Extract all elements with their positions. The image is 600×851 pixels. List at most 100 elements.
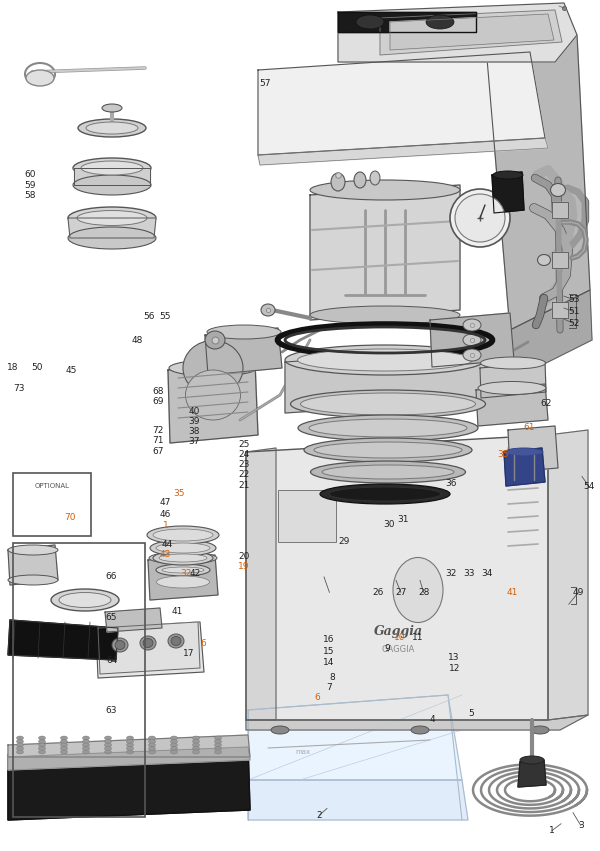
Ellipse shape xyxy=(104,740,112,744)
Ellipse shape xyxy=(127,740,133,744)
Polygon shape xyxy=(205,328,282,375)
Ellipse shape xyxy=(304,438,472,462)
Text: 6: 6 xyxy=(314,694,320,702)
Ellipse shape xyxy=(73,158,151,178)
Ellipse shape xyxy=(59,592,111,608)
Ellipse shape xyxy=(17,743,23,747)
Text: GAGGIA: GAGGIA xyxy=(382,646,415,654)
Ellipse shape xyxy=(127,743,133,747)
Ellipse shape xyxy=(354,172,366,188)
Text: 11: 11 xyxy=(412,633,424,642)
Ellipse shape xyxy=(183,340,243,396)
Ellipse shape xyxy=(170,743,178,747)
Ellipse shape xyxy=(193,750,199,754)
Polygon shape xyxy=(8,745,250,820)
Text: Gaggia: Gaggia xyxy=(373,625,422,638)
Polygon shape xyxy=(285,349,485,413)
Ellipse shape xyxy=(493,171,523,179)
Ellipse shape xyxy=(104,736,112,740)
Ellipse shape xyxy=(115,641,125,649)
Ellipse shape xyxy=(77,210,147,226)
Ellipse shape xyxy=(17,740,23,744)
Ellipse shape xyxy=(322,465,454,479)
Text: 16: 16 xyxy=(323,636,335,644)
Ellipse shape xyxy=(505,448,543,456)
Text: 35: 35 xyxy=(173,489,185,498)
Text: 41: 41 xyxy=(507,588,518,597)
Text: 36: 36 xyxy=(445,479,457,488)
Ellipse shape xyxy=(463,319,481,331)
Text: 1: 1 xyxy=(549,826,555,835)
Text: 50: 50 xyxy=(31,363,43,372)
Polygon shape xyxy=(548,430,588,720)
Ellipse shape xyxy=(153,551,213,565)
Ellipse shape xyxy=(393,557,443,622)
Text: 69: 69 xyxy=(152,397,164,406)
Polygon shape xyxy=(98,622,200,674)
Ellipse shape xyxy=(170,750,178,754)
Text: 30: 30 xyxy=(383,520,395,528)
Ellipse shape xyxy=(298,349,473,371)
Polygon shape xyxy=(552,252,568,268)
Ellipse shape xyxy=(150,540,216,556)
Polygon shape xyxy=(68,218,156,238)
Text: 29: 29 xyxy=(338,537,349,545)
Text: 34: 34 xyxy=(482,569,493,578)
Ellipse shape xyxy=(140,636,156,650)
Text: 54: 54 xyxy=(584,483,595,491)
Text: 60: 60 xyxy=(24,170,36,179)
Text: 68: 68 xyxy=(152,387,164,396)
Ellipse shape xyxy=(68,227,156,249)
Ellipse shape xyxy=(104,750,112,754)
Ellipse shape xyxy=(61,746,67,751)
Ellipse shape xyxy=(411,726,429,734)
Polygon shape xyxy=(430,313,514,367)
Ellipse shape xyxy=(61,743,67,747)
Text: 3: 3 xyxy=(578,821,584,830)
Ellipse shape xyxy=(153,529,213,541)
Ellipse shape xyxy=(170,746,178,751)
Text: 57: 57 xyxy=(259,79,271,88)
Text: 1: 1 xyxy=(163,522,169,530)
Ellipse shape xyxy=(314,442,462,458)
Text: 17: 17 xyxy=(183,649,195,658)
Ellipse shape xyxy=(51,589,119,611)
Ellipse shape xyxy=(311,461,466,483)
Ellipse shape xyxy=(149,552,217,564)
Text: max: max xyxy=(295,749,310,755)
Polygon shape xyxy=(74,168,150,185)
Ellipse shape xyxy=(331,173,345,191)
Polygon shape xyxy=(246,448,276,720)
Ellipse shape xyxy=(171,637,181,646)
Ellipse shape xyxy=(159,554,207,562)
Ellipse shape xyxy=(83,746,89,751)
Ellipse shape xyxy=(310,306,460,324)
Ellipse shape xyxy=(170,736,178,740)
Text: 72: 72 xyxy=(153,426,164,435)
Ellipse shape xyxy=(271,726,289,734)
Text: 23: 23 xyxy=(239,460,250,469)
Bar xyxy=(278,490,336,542)
Text: 70: 70 xyxy=(64,513,76,522)
Ellipse shape xyxy=(538,254,551,266)
Text: 58: 58 xyxy=(24,191,36,200)
Polygon shape xyxy=(390,14,554,50)
Ellipse shape xyxy=(156,543,210,553)
Text: OPTIONAL: OPTIONAL xyxy=(35,483,70,489)
Text: 71: 71 xyxy=(152,437,164,445)
Text: 6: 6 xyxy=(200,639,206,648)
Ellipse shape xyxy=(285,345,485,375)
Ellipse shape xyxy=(205,331,225,349)
Ellipse shape xyxy=(193,740,199,744)
Ellipse shape xyxy=(17,750,23,754)
Ellipse shape xyxy=(81,161,143,175)
Ellipse shape xyxy=(104,746,112,751)
Ellipse shape xyxy=(455,194,505,242)
Ellipse shape xyxy=(520,756,544,764)
Polygon shape xyxy=(96,622,204,678)
Text: 22: 22 xyxy=(239,471,250,479)
Ellipse shape xyxy=(320,484,450,504)
Bar xyxy=(13,543,145,817)
Text: 61: 61 xyxy=(523,423,535,431)
Text: 40: 40 xyxy=(188,407,199,415)
